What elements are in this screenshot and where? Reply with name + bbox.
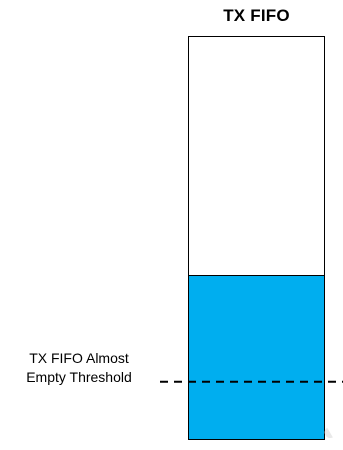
fifo-container (188, 36, 325, 440)
fifo-title: TX FIFO (223, 6, 290, 25)
threshold-label-line2: Empty Threshold (26, 369, 132, 385)
threshold-label: TX FIFO Almost Empty Threshold (0, 349, 158, 387)
threshold-label-line1: TX FIFO Almost (29, 350, 129, 366)
fifo-fill-level (189, 275, 324, 439)
